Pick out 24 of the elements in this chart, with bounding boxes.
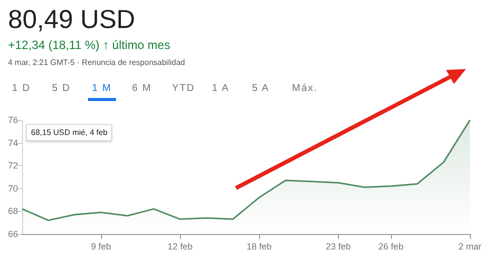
text: 1 D [12, 83, 31, 94]
text: 4 mar, 2:21 GMT-5 · Renuncia de responsabilidad [8, 58, 185, 67]
x-tick-label: 9 feb [91, 242, 112, 252]
text: Máx. [292, 83, 318, 94]
text: 1 A [212, 83, 230, 94]
text: 5 D [52, 83, 71, 94]
text: 6 M [132, 83, 152, 94]
y-tick-label: 68 [8, 206, 18, 216]
x-tick-label: 18 feb [246, 242, 272, 252]
x-tick-label: 12 feb [168, 242, 193, 252]
chart-subtitle: +12,34 (18,11 %) ↑ último mes [8, 38, 170, 52]
text: YTD [172, 83, 195, 94]
y-tick-label: 76 [8, 115, 18, 125]
y-tick-label: 70 [8, 183, 18, 194]
y-tick-label: 66 [8, 229, 18, 239]
text: 1 M [88, 83, 116, 101]
y-tick-label: 72 [8, 160, 18, 171]
text: 5 A [252, 83, 270, 94]
x-tick-label: 23 feb [326, 242, 351, 252]
x-tick-label: 26 feb [378, 242, 404, 252]
x-tick-label: 2 mar [458, 242, 482, 252]
chart-title: 80,49 USD [8, 4, 136, 35]
y-tick-label: 74 [8, 138, 18, 148]
annotation: 68,15 USD mié, 4 feb [26, 124, 112, 141]
